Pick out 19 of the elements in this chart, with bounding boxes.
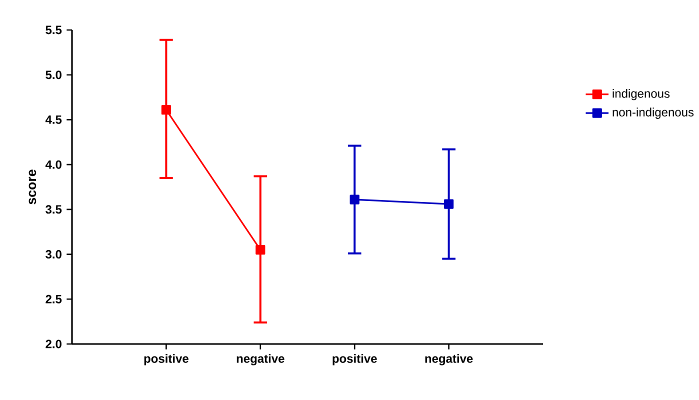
x-tick-label: positive bbox=[332, 354, 377, 366]
x-tick-label: negative bbox=[425, 354, 473, 366]
y-tick-label: 3.5 bbox=[46, 205, 62, 214]
point bbox=[161, 105, 171, 115]
point bbox=[350, 194, 360, 204]
point bbox=[444, 199, 454, 209]
y-tick-label: 5.0 bbox=[46, 70, 62, 80]
x-tick-label: negative bbox=[236, 354, 284, 366]
y-tick-label: 2.0 bbox=[46, 340, 62, 348]
y-tick-label: 3.0 bbox=[46, 250, 62, 259]
y-tick-label: 5.5 bbox=[46, 26, 62, 34]
y-tick-label: 4.5 bbox=[45, 116, 62, 124]
legend-label: non-indigenous bbox=[612, 108, 694, 119]
legend-label: indigenous bbox=[612, 88, 670, 100]
y-axis-title: score bbox=[28, 170, 36, 204]
y-tick-label: 4.0 bbox=[45, 160, 62, 169]
y-tick-label: 2.5 bbox=[46, 294, 62, 304]
x-tick-label: positive bbox=[144, 354, 188, 366]
point bbox=[256, 245, 266, 255]
